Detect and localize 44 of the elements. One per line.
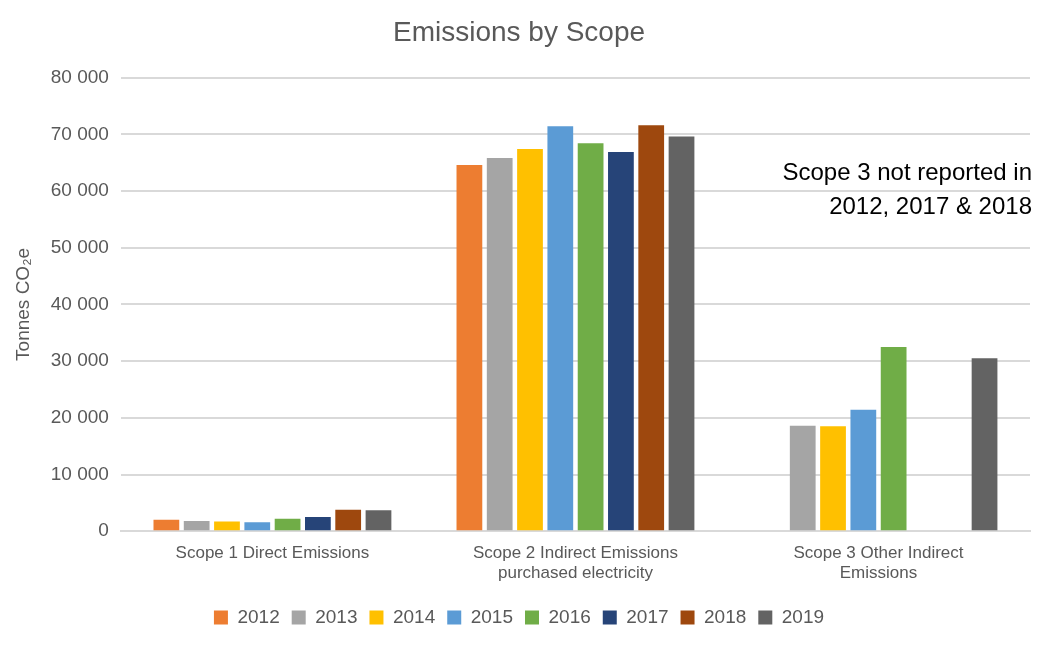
y-axis-title: Tonnes CO₂e: [11, 247, 33, 361]
bar: [274, 518, 301, 531]
x-tick-label: Scope 2 Indirect Emissions purchased electricity: [472, 543, 678, 583]
bar: [971, 358, 998, 531]
legend-label: 2017: [626, 605, 669, 627]
bar: [577, 143, 604, 531]
bar: [608, 151, 634, 531]
legend-label: 2019: [781, 605, 825, 627]
y-tick-label: 50 000: [50, 235, 109, 257]
bar: [486, 158, 513, 531]
y-tick-label: 70 000: [50, 122, 109, 144]
legend-label: 2015: [470, 605, 514, 627]
bar: [214, 521, 240, 531]
bar: [638, 125, 665, 531]
bar: [789, 425, 816, 531]
annotation: Scope 3 not reported in 2012, 2017 & 2018: [782, 158, 1032, 220]
legend-label: 2018: [704, 605, 747, 627]
legend-label: 2013: [315, 605, 358, 627]
bar: [305, 517, 331, 531]
chart-title: Emissions by Scope: [392, 15, 646, 47]
x-tick-label: Scope 3 Other Indirect Emissions: [793, 543, 964, 583]
legend-label: 2012: [237, 605, 280, 627]
bar: [365, 510, 392, 531]
legend-label: 2016: [548, 605, 591, 627]
bar: [456, 164, 483, 531]
bar: [153, 519, 180, 531]
x-tick-label: Scope 1 Direct Emissions: [175, 543, 370, 563]
bar: [850, 409, 877, 531]
y-tick-label: 10 000: [50, 462, 109, 484]
bar: [547, 126, 574, 531]
bar: [335, 509, 362, 531]
legend-label: 2014: [392, 605, 436, 627]
y-tick-label: 80 000: [50, 65, 109, 87]
bar: [880, 346, 907, 531]
bar: [244, 522, 271, 531]
bar: [183, 520, 210, 531]
y-tick-label: 60 000: [50, 179, 109, 201]
y-tick-label: 30 000: [50, 349, 109, 371]
bar: [668, 136, 695, 531]
bar: [517, 149, 543, 531]
y-tick-label: 20 000: [50, 406, 109, 428]
y-tick-label: 0: [98, 519, 109, 541]
y-tick-label: 40 000: [50, 292, 109, 314]
bar: [820, 426, 846, 531]
